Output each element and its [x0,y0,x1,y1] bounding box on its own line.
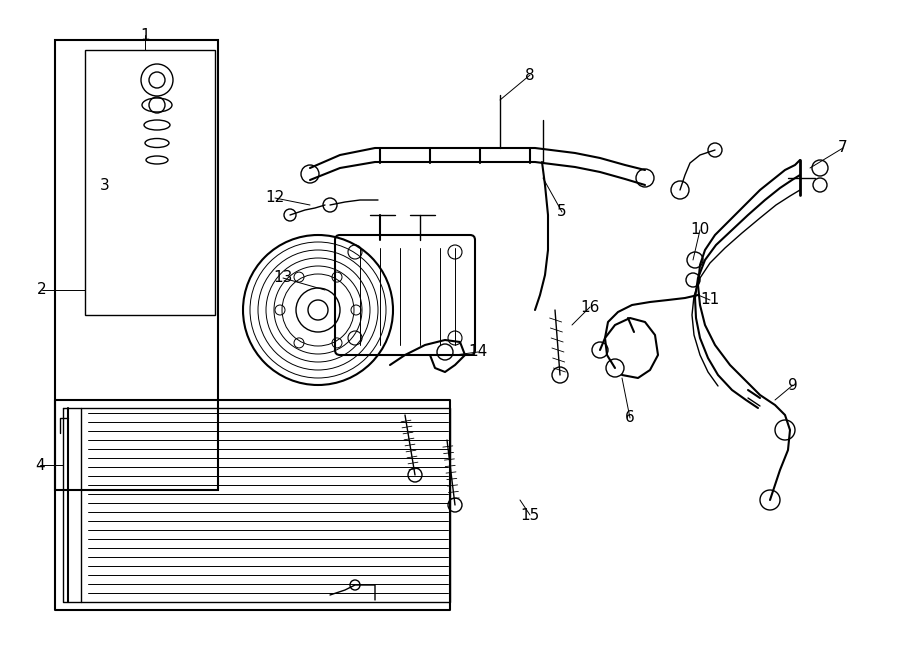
Text: 12: 12 [266,190,284,206]
Text: 7: 7 [838,141,848,155]
Text: 6: 6 [626,410,634,426]
Text: 4: 4 [35,457,45,473]
Text: 11: 11 [700,293,720,307]
Text: 3: 3 [100,178,110,192]
Bar [85,50,215,315]
Text: 8: 8 [526,67,535,83]
Text: 5: 5 [557,204,567,219]
Text: 14: 14 [468,344,488,360]
Text: 2: 2 [37,282,47,297]
Text: 1: 1 [140,28,149,42]
Bar [55,40,218,490]
Text: 13: 13 [274,270,292,286]
Text: 16: 16 [580,299,599,315]
Text: 9: 9 [788,377,798,393]
Text: 10: 10 [690,223,709,237]
Text: 15: 15 [520,508,540,522]
